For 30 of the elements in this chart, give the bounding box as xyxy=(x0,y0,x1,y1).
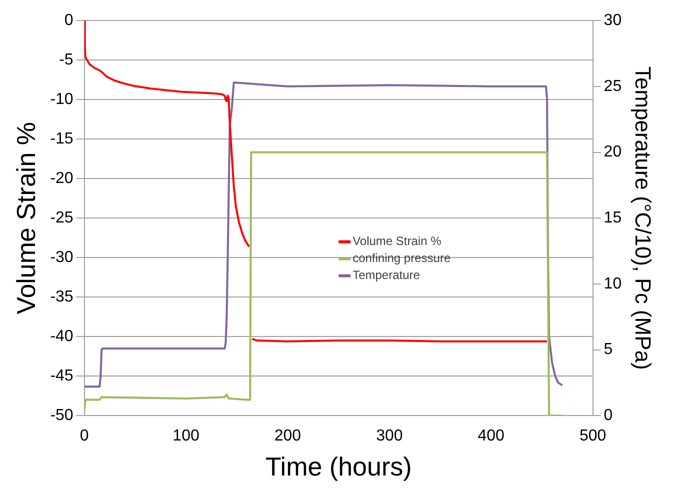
y2-tick-label: 25 xyxy=(604,78,622,95)
y-tick-label: -45 xyxy=(50,368,74,385)
y-tick-label: -30 xyxy=(50,249,74,266)
x-tick-label: 200 xyxy=(274,428,302,445)
y-tick-label: -15 xyxy=(50,130,74,148)
x-tick-label: 500 xyxy=(579,428,606,445)
y-tick-label: -10 xyxy=(50,91,74,108)
y2-axis-title: Temperature (°C/10), Pc (MPa) xyxy=(630,66,656,370)
y-tick-label: -35 xyxy=(50,288,74,306)
x-axis-title: Time (hours) xyxy=(265,452,412,482)
y-tick-label: -20 xyxy=(50,170,74,188)
legend-label: Volume Strain % xyxy=(352,234,442,248)
y2-tick-label: 5 xyxy=(604,341,613,358)
y-tick-label: -25 xyxy=(50,210,74,227)
x-tick-label: 100 xyxy=(172,428,200,445)
x-tick-label: 0 xyxy=(80,428,89,445)
legend-label: confining pressure xyxy=(352,251,451,266)
y2-tick-label: 30 xyxy=(604,12,622,30)
y2-tick-label: 0 xyxy=(604,407,613,424)
y2-tick-label: 15 xyxy=(604,210,622,227)
x-tick-label: 300 xyxy=(376,428,403,445)
y-axis-title: Volume Strain % xyxy=(10,122,41,314)
y2-tick-label: 20 xyxy=(604,144,622,161)
legend-label: Temperature xyxy=(352,268,420,282)
y-tick-label: -50 xyxy=(50,407,74,424)
y-tick-label: -40 xyxy=(50,328,74,346)
y2-tick-label: 10 xyxy=(604,275,622,292)
y-tick-label: -5 xyxy=(59,52,74,69)
x-tick-label: 400 xyxy=(478,428,505,445)
y-tick-label: 0 xyxy=(64,12,74,30)
